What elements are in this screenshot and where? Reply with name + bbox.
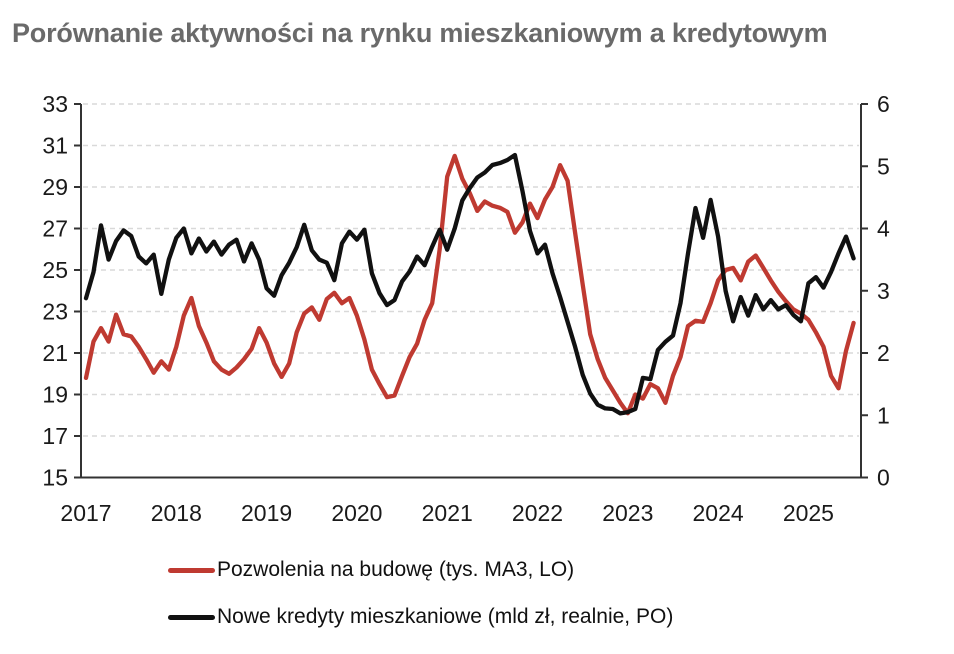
svg-text:19: 19 [42,382,68,408]
svg-text:33: 33 [42,91,68,117]
svg-text:6: 6 [877,91,890,117]
svg-text:0: 0 [877,465,890,491]
svg-text:2022: 2022 [512,500,563,526]
svg-text:31: 31 [42,133,68,159]
svg-text:25: 25 [42,257,68,283]
legend-swatch-black-line [168,614,215,620]
svg-text:27: 27 [42,216,68,242]
legend-label-permits: Pozwolenia na budowę (tys. MA3, LO) [217,558,575,581]
svg-text:15: 15 [42,465,68,491]
svg-text:2018: 2018 [151,500,202,526]
legend-item-loans: Nowe kredyty mieszkaniowe (mld zł, realn… [168,604,673,630]
svg-text:17: 17 [42,423,68,449]
svg-text:2: 2 [877,340,890,366]
svg-text:29: 29 [42,174,68,200]
svg-text:2019: 2019 [241,500,292,526]
svg-text:2023: 2023 [602,500,653,526]
svg-text:4: 4 [877,216,890,242]
svg-text:2021: 2021 [422,500,473,526]
legend-item-permits: Pozwolenia na budowę (tys. MA3, LO) [168,557,574,583]
legend-swatch-red-line [168,567,215,573]
svg-text:1: 1 [877,402,890,428]
svg-text:5: 5 [877,153,890,179]
svg-text:2020: 2020 [331,500,382,526]
svg-text:2017: 2017 [60,500,111,526]
svg-text:23: 23 [42,299,68,325]
legend-label-loans: Nowe kredyty mieszkaniowe (mld zł, realn… [217,605,674,628]
svg-text:21: 21 [42,340,68,366]
chart-title: Porównanie aktywności na rynku mieszkani… [12,18,828,48]
svg-text:2025: 2025 [783,500,834,526]
svg-text:2024: 2024 [693,500,744,526]
svg-text:3: 3 [877,278,890,304]
